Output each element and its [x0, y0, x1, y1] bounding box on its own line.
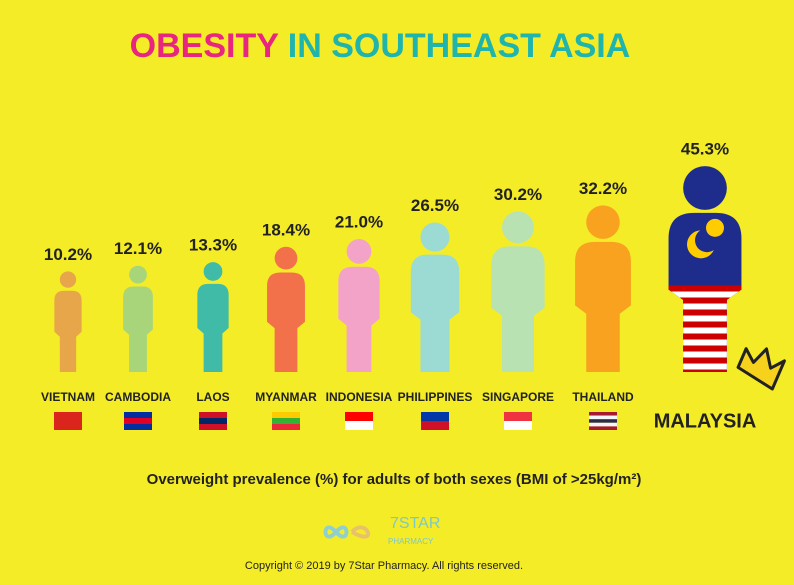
stripe [668, 345, 742, 352]
stripe [668, 363, 742, 370]
logo-icon [323, 525, 371, 539]
flag-band [272, 418, 300, 424]
category-label: MALAYSIA [654, 410, 757, 432]
value-label: 18.4% [262, 220, 310, 239]
value-label: 21.0% [335, 212, 383, 231]
stripe [668, 297, 742, 304]
flag-band [345, 412, 373, 421]
stripe [668, 291, 742, 298]
flag-band [124, 418, 152, 424]
category-label: CAMBODIA [105, 390, 171, 404]
flag-band [124, 412, 152, 418]
chart-title: OBESITY IN SOUTHEAST ASIA [130, 27, 631, 65]
flag-band [589, 426, 617, 430]
category-label: LAOS [196, 390, 229, 404]
flag-band [504, 412, 532, 421]
crown [736, 347, 786, 391]
value-label: 10.2% [44, 245, 92, 264]
stripe [668, 285, 742, 292]
flag-band [589, 422, 617, 427]
figure [338, 239, 380, 372]
figure [197, 262, 229, 372]
logo-name: 7STAR [390, 515, 440, 532]
stripe [668, 339, 742, 346]
flag-pattern [668, 218, 742, 372]
subtitle: Overweight prevalence (%) for adults of … [147, 471, 642, 488]
flag-band [199, 424, 227, 430]
flag-band [199, 412, 227, 418]
figure [491, 211, 545, 372]
value-label: 32.2% [579, 179, 627, 198]
flag-band [589, 415, 617, 420]
stripe [668, 321, 742, 328]
category-label: INDONESIA [326, 390, 393, 404]
stripe [668, 309, 742, 316]
star [706, 218, 724, 237]
flag-band [345, 421, 373, 430]
figure [54, 271, 82, 372]
value-label: 45.3% [681, 140, 729, 159]
figure [267, 246, 305, 372]
flag-band [589, 419, 617, 423]
value-label: 30.2% [494, 185, 542, 204]
logo-sub: PHARMACY [388, 537, 434, 546]
copyright: Copyright © 2019 by 7Star Pharmacy. All … [245, 560, 523, 572]
flag-band [589, 412, 617, 416]
stripe [668, 351, 742, 358]
flag-band [199, 418, 227, 424]
category-label: SINGAPORE [482, 390, 554, 404]
category-label: PHILIPPINES [398, 390, 473, 404]
stripe [668, 357, 742, 364]
flag-band [421, 421, 449, 430]
figure [575, 205, 631, 372]
flag-band [124, 424, 152, 430]
figure [123, 265, 153, 372]
category-label: THAILAND [572, 390, 634, 404]
flag-band [421, 412, 449, 421]
flag-band [54, 412, 82, 430]
stripe [668, 333, 742, 340]
value-label: 13.3% [189, 236, 237, 255]
stripe [668, 369, 742, 372]
flag-band [272, 424, 300, 430]
stripe [668, 303, 742, 310]
category-label: VIETNAM [41, 390, 95, 404]
stripe [668, 315, 742, 322]
figures [54, 166, 742, 372]
value-label: 12.1% [114, 239, 162, 258]
stripe [668, 327, 742, 334]
value-label: 26.5% [411, 196, 459, 215]
flag-band [272, 412, 300, 418]
category-label: MYANMAR [255, 390, 317, 404]
figure [410, 222, 460, 372]
flag-band [504, 421, 532, 430]
